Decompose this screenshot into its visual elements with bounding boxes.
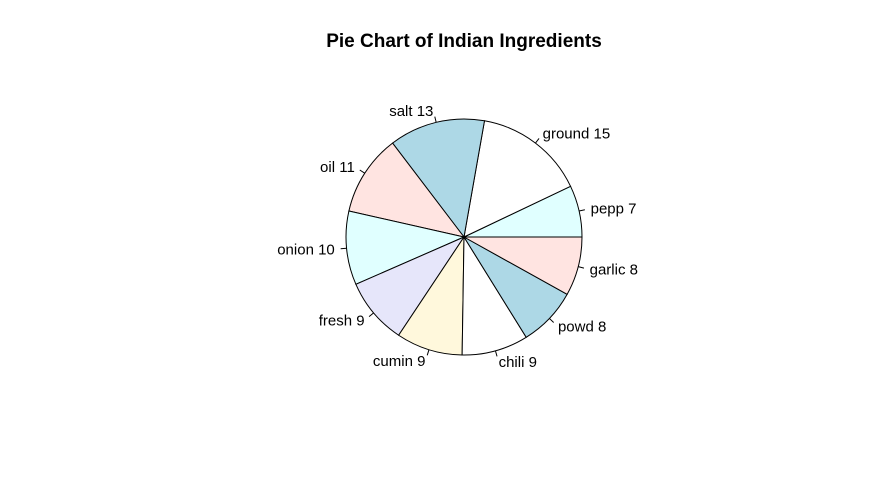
pie-label-ticks — [340, 116, 585, 357]
pie-label-oil: oil 11 — [320, 159, 355, 176]
pie-slice-garlic — [462, 236, 583, 296]
pie-tick-ground — [535, 138, 540, 144]
pie-tick-cumin — [426, 349, 430, 356]
pie-label-ground: ground 15 — [543, 126, 611, 143]
pie-tick-fresh — [368, 312, 374, 318]
pie-slice-ground — [463, 120, 572, 238]
pie-label-salt: salt 13 — [389, 103, 433, 120]
pie-labels: pepp 7 ground 15 salt 13 oil 11 onion 10 fres… — [277, 103, 638, 371]
pie-tick-chili — [494, 350, 498, 357]
pie-label-cumin: cumin 9 — [373, 353, 426, 370]
pie-tick-onion — [340, 247, 347, 250]
pie-label-fresh: fresh 9 — [319, 312, 365, 329]
pie-tick-salt — [434, 116, 437, 123]
pie-tick-garlic — [578, 266, 585, 269]
pie-slices — [345, 118, 583, 356]
chart-title: Pie Chart of Indian Ingredients — [326, 31, 602, 52]
pie-label-pepp: pepp 7 — [591, 200, 637, 217]
pie-label-powd: powd 8 — [558, 319, 606, 336]
pie-slice-salt — [391, 118, 486, 239]
pie-tick-oil — [359, 169, 366, 174]
pie-tick-powd — [549, 318, 555, 323]
pie-slice-oil — [348, 142, 466, 238]
pie-label-garlic: garlic 8 — [590, 262, 638, 279]
pie-label-chili: chili 9 — [499, 354, 537, 371]
pie-label-onion: onion 10 — [277, 241, 335, 258]
pie-tick-pepp — [578, 209, 585, 212]
pie-slice-onion — [345, 210, 466, 285]
